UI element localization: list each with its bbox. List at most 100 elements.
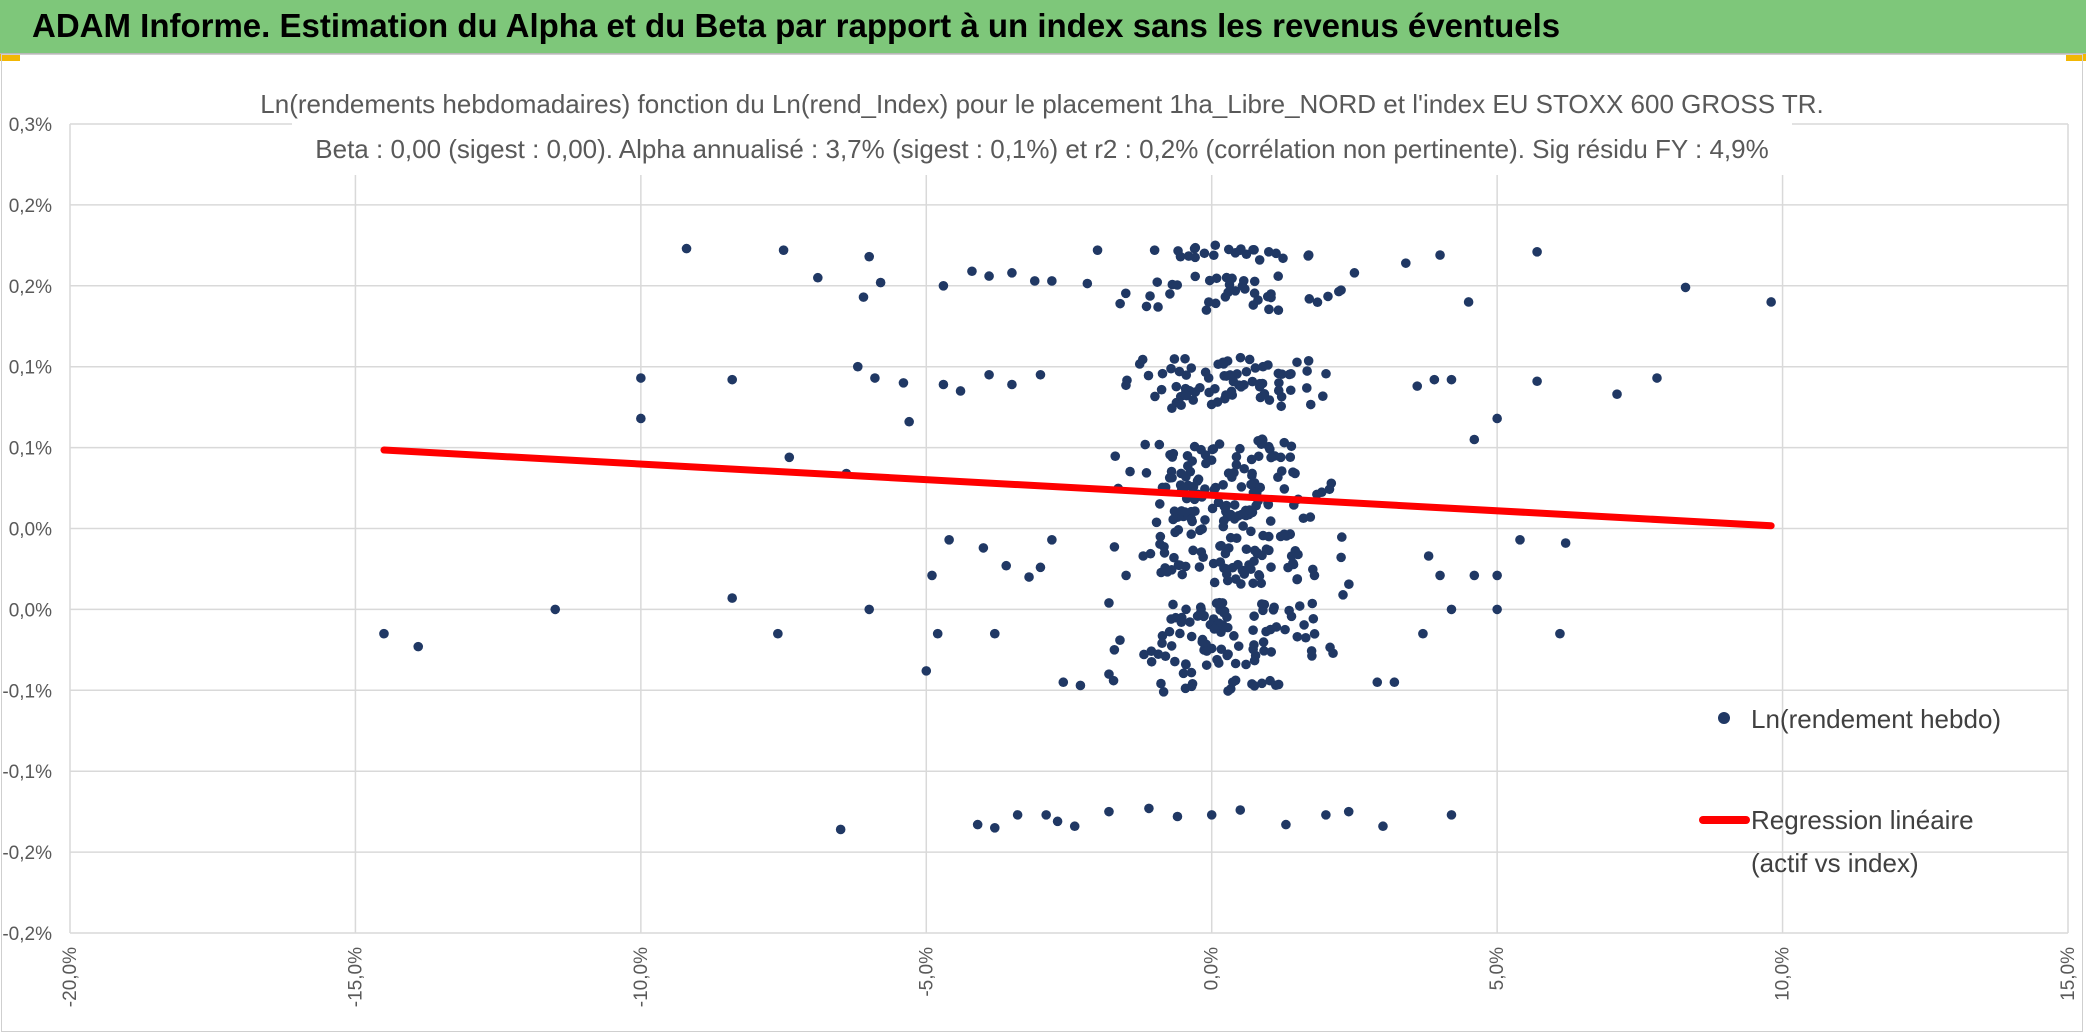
data-point bbox=[1186, 529, 1197, 540]
data-point bbox=[1418, 628, 1428, 639]
legend-marker-icon bbox=[1718, 712, 1730, 724]
data-point bbox=[1201, 660, 1212, 670]
data-point bbox=[1257, 678, 1267, 689]
data-point bbox=[1172, 280, 1183, 290]
data-point bbox=[984, 271, 994, 281]
data-point bbox=[1303, 356, 1314, 366]
data-point bbox=[1041, 810, 1051, 820]
data-point bbox=[989, 628, 1000, 639]
data-point bbox=[1166, 363, 1176, 374]
data-point bbox=[967, 266, 977, 277]
data-point bbox=[727, 374, 737, 385]
data-point bbox=[1231, 452, 1242, 462]
data-point bbox=[1195, 525, 1205, 536]
data-point bbox=[1203, 297, 1214, 307]
data-point bbox=[1246, 526, 1256, 537]
data-point bbox=[1210, 482, 1221, 493]
data-point bbox=[1254, 378, 1265, 389]
data-point bbox=[1288, 558, 1298, 568]
data-point bbox=[1248, 578, 1258, 589]
data-point bbox=[1165, 289, 1175, 299]
title-background bbox=[292, 85, 1792, 175]
data-point bbox=[379, 628, 389, 639]
data-point bbox=[1207, 444, 1218, 455]
data-point bbox=[1265, 516, 1276, 526]
y-tick-label: 0,0% bbox=[9, 600, 52, 621]
data-point bbox=[1276, 391, 1287, 402]
data-point bbox=[1149, 245, 1160, 256]
data-point bbox=[1257, 550, 1267, 561]
data-point bbox=[1223, 686, 1233, 696]
data-point bbox=[1318, 391, 1328, 401]
data-point bbox=[1266, 292, 1276, 303]
data-point bbox=[1336, 552, 1346, 563]
x-tick-label: 15,0% bbox=[2058, 947, 2079, 1001]
data-point bbox=[1166, 641, 1177, 651]
data-point bbox=[1204, 275, 1215, 286]
data-point bbox=[1173, 560, 1184, 571]
data-point bbox=[1213, 658, 1224, 668]
data-point bbox=[852, 361, 863, 372]
data-point bbox=[1240, 284, 1250, 294]
data-point bbox=[1208, 250, 1219, 261]
data-point bbox=[1012, 810, 1023, 820]
data-point bbox=[1157, 638, 1167, 649]
data-point bbox=[1324, 484, 1335, 495]
data-point bbox=[1246, 454, 1257, 465]
data-point bbox=[1256, 599, 1267, 609]
data-point bbox=[864, 251, 874, 262]
data-point bbox=[1231, 533, 1242, 543]
data-point bbox=[1288, 467, 1298, 477]
y-tick-label: 0,0% bbox=[9, 520, 52, 541]
data-point bbox=[1181, 472, 1191, 482]
data-point bbox=[1188, 481, 1199, 492]
y-axis-ticks: 0,3% 0,2% 0,2% 0,1% 0,1% 0,0% 0,0% -0,1% -0,1% -0… bbox=[2, 115, 52, 945]
data-point bbox=[1766, 297, 1776, 307]
data-point bbox=[1209, 624, 1220, 634]
data-point bbox=[1304, 294, 1315, 304]
data-point bbox=[1219, 501, 1230, 512]
data-point bbox=[1316, 487, 1327, 498]
data-point bbox=[550, 604, 561, 615]
data-point bbox=[1239, 380, 1249, 390]
data-point bbox=[1160, 651, 1171, 662]
y-tick-label: 0,2% bbox=[9, 277, 52, 298]
data-point bbox=[1186, 667, 1197, 678]
data-point bbox=[1238, 276, 1249, 286]
data-point bbox=[1257, 434, 1268, 444]
data-point bbox=[1249, 611, 1259, 621]
data-point bbox=[1210, 240, 1221, 251]
data-point bbox=[1115, 635, 1125, 646]
data-point bbox=[1239, 569, 1250, 579]
data-point bbox=[1035, 369, 1046, 380]
x-tick-label: 0,0% bbox=[1202, 947, 1223, 990]
data-point bbox=[1069, 821, 1080, 832]
data-point bbox=[1108, 675, 1119, 686]
data-point bbox=[1236, 579, 1246, 589]
data-point bbox=[1555, 628, 1565, 639]
data-point bbox=[1227, 390, 1238, 400]
data-point bbox=[1104, 806, 1114, 817]
legend-label-regression-2: (actif vs index) bbox=[1751, 848, 1919, 878]
data-point bbox=[1266, 647, 1277, 657]
data-point bbox=[1492, 604, 1502, 615]
data-point bbox=[1446, 374, 1457, 385]
data-point bbox=[1223, 649, 1233, 659]
data-point bbox=[1292, 574, 1302, 585]
data-point bbox=[1199, 248, 1210, 259]
legend-label-regression-1: Regression linéaire bbox=[1751, 805, 1974, 835]
data-point bbox=[1138, 551, 1149, 561]
x-tick-label: -10,0% bbox=[631, 947, 652, 1007]
data-point bbox=[1446, 810, 1457, 820]
y-tick-label: 0,1% bbox=[9, 358, 52, 379]
data-point bbox=[1120, 288, 1131, 299]
data-point bbox=[1168, 599, 1178, 610]
data-point bbox=[1301, 383, 1312, 393]
legend-label-points: Ln(rendement hebdo) bbox=[1751, 704, 2001, 734]
data-point bbox=[1334, 286, 1344, 297]
data-point bbox=[1294, 601, 1305, 611]
data-point bbox=[1204, 387, 1214, 398]
data-point bbox=[1652, 373, 1662, 383]
data-point bbox=[1309, 629, 1320, 639]
data-point bbox=[1412, 381, 1423, 391]
